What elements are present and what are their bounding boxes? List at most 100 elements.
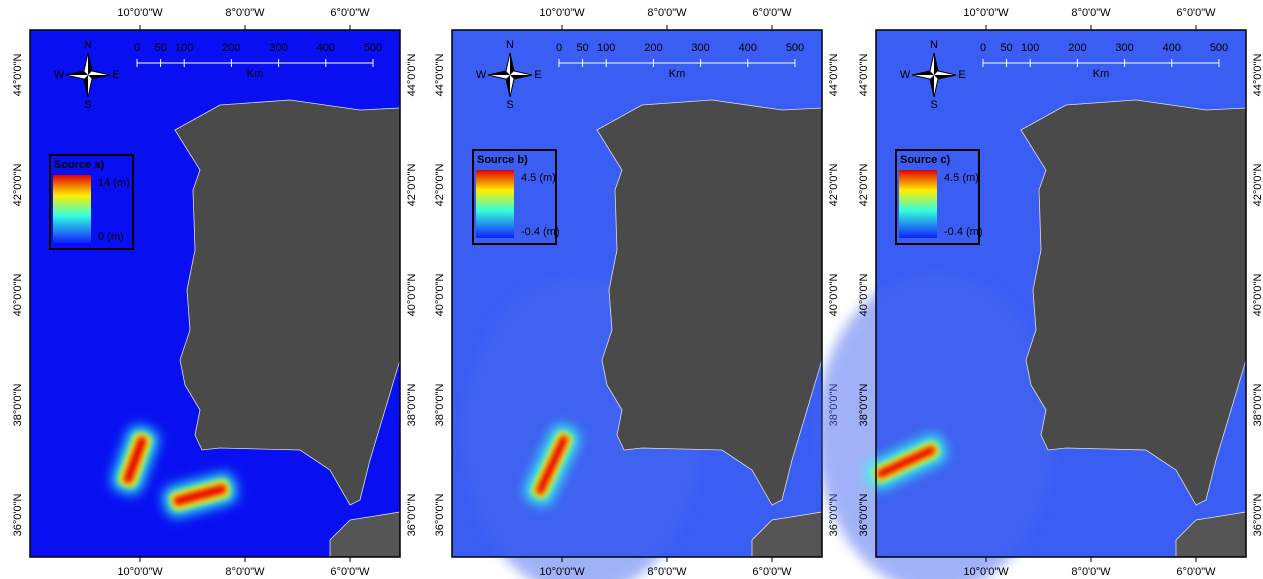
scale-label: 200 [644,42,662,54]
scale-label: 100 [1021,42,1039,54]
compass-label: E [534,69,541,81]
longitude-label: 10°0'0"W [539,7,585,19]
longitude-label: 8°0'0"W [647,566,687,578]
scale-label: 0 [134,42,140,54]
longitude-label: 6°0'0"W [752,7,792,19]
longitude-label: 10°0'0"W [117,7,163,19]
map-panel: N E S W 0 50 100 200 300 400 500 Km Source b) 4.5 (m)… [434,7,840,579]
latitude-label: 40°0'0"N [1252,274,1263,317]
compass-label: E [958,69,965,81]
longitude-label: 8°0'0"W [1071,7,1111,19]
land [1021,100,1246,505]
latitude-label: 44°0'0"N [434,54,446,97]
latitude-label: 42°0'0"N [828,164,840,207]
scale-label: 0 [980,42,986,54]
latitude-label: 42°0'0"N [406,164,418,207]
legend-title: Source a) [54,159,104,171]
compass-label: W [476,69,487,81]
figure: NESW050100200300400500KmSource a)14 (m)0… [0,0,1263,579]
scale-label: 400 [317,42,335,54]
latitude-label: 38°0'0"N [1252,384,1263,427]
legend-ramp [476,170,514,238]
longitude-label: 8°0'0"W [647,7,687,19]
map-panel: NESW050100200300400500KmSource c)4.5 (m)… [816,7,1263,579]
latitude-label: 40°0'0"N [406,274,418,317]
legend-max: 14 (m) [98,177,130,189]
latitude-label: 38°0'0"N [406,384,418,427]
latitude-label: 42°0'0"N [858,164,870,207]
compass-label: W [900,69,911,81]
latitude-label: 44°0'0"N [406,54,418,97]
scale-label: 50 [154,42,166,54]
longitude-label: 6°0'0"W [752,566,792,578]
longitude-label: 10°0'0"W [539,566,585,578]
map-panel: NESW050100200300400500KmSource a)14 (m)0… [12,7,418,578]
longitude-label: 8°0'0"W [1071,566,1111,578]
scale-label: 500 [364,42,382,54]
compass-label: N [84,39,92,51]
legend-ramp [53,175,91,243]
latitude-label: 40°0'0"N [828,274,840,317]
scale-unit: Km [1093,68,1110,80]
scale-label: 300 [1115,42,1133,54]
latitude-label: 36°0'0"N [406,494,418,537]
longitude-label: 6°0'0"W [330,7,370,19]
latitude-label: 36°0'0"N [858,494,870,537]
scale-unit: Km [669,68,686,80]
compass-label: N [930,39,938,51]
latitude-label: 42°0'0"N [12,164,24,207]
legend-ramp [899,170,937,238]
scale-label: 50 [576,42,588,54]
legend-min: 0 (m) [98,231,124,243]
longitude-label: 6°0'0"W [1176,566,1216,578]
wave-field [816,272,1056,579]
scale-label: 100 [175,42,193,54]
scale-label: 300 [269,42,287,54]
compass-label: N [506,39,514,51]
latitude-label: 38°0'0"N [858,384,870,427]
legend-min: -0.4 (m) [944,226,983,238]
latitude-label: 40°0'0"N [434,274,446,317]
compass-label: S [506,99,513,111]
legend-title: Source c) [900,154,950,166]
scale-label: 50 [1000,42,1012,54]
legend-max: 4.5 (m) [521,172,556,184]
latitude-label: 36°0'0"N [434,494,446,537]
longitude-label: 10°0'0"W [117,566,163,578]
latitude-label: 38°0'0"N [12,384,24,427]
scale-label: 300 [691,42,709,54]
latitude-label: 44°0'0"N [12,54,24,97]
latitude-label: 42°0'0"N [1252,164,1263,207]
latitude-label: 40°0'0"N [858,274,870,317]
land [597,100,822,505]
scale-unit: Km [247,68,264,80]
scale-label: 500 [786,42,804,54]
legend-max: 4.5 (m) [944,172,979,184]
compass-label: W [54,69,65,81]
land [175,100,400,505]
latitude-label: 36°0'0"N [1252,494,1263,537]
latitude-label: 44°0'0"N [858,54,870,97]
legend-title: Source b) [477,154,528,166]
longitude-label: 8°0'0"W [225,7,265,19]
compass-label: S [930,99,937,111]
latitude-label: 40°0'0"N [12,274,24,317]
scale-label: 400 [1163,42,1181,54]
scale-label: 100 [597,42,615,54]
longitude-label: 6°0'0"W [330,566,370,578]
compass-label: S [84,99,91,111]
longitude-label: 10°0'0"W [963,7,1009,19]
latitude-label: 42°0'0"N [434,164,446,207]
latitude-label: 38°0'0"N [434,384,446,427]
scale-label: 200 [1068,42,1086,54]
longitude-label: 8°0'0"W [225,566,265,578]
scale-label: 400 [739,42,757,54]
longitude-label: 6°0'0"W [1176,7,1216,19]
longitude-label: 10°0'0"W [963,566,1009,578]
latitude-label: 44°0'0"N [828,54,840,97]
latitude-label: 36°0'0"N [12,494,24,537]
legend-min: -0.4 (m) [521,226,560,238]
scale-label: 0 [556,42,562,54]
latitude-label: 44°0'0"N [1252,54,1263,97]
scale-label: 200 [222,42,240,54]
